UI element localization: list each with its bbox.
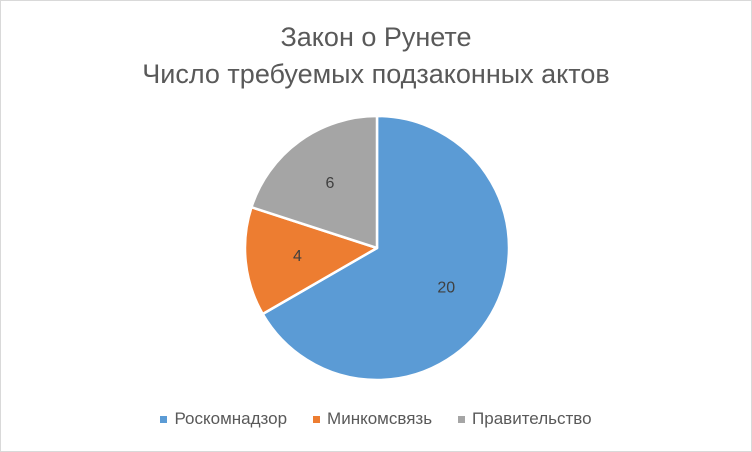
pie-slice-1[interactable] [261, 114, 511, 382]
legend-swatch-1 [160, 415, 168, 423]
pie-slice-3[interactable] [250, 114, 379, 250]
chart-title-block: Закон о Рунете Число требуемых подзаконн… [1, 19, 751, 93]
legend-label-1: Роскомнадзор [174, 409, 288, 428]
legend-item-3[interactable]: Правительство [458, 409, 592, 429]
legend-swatch-2 [313, 415, 321, 423]
pie-slice-2[interactable] [243, 205, 379, 316]
chart-subtitle: Число требуемых подзаконных актов [142, 59, 610, 89]
pie-slices [243, 114, 511, 382]
legend-label-3: Правительство [472, 409, 592, 428]
legend-label-2: Минкомсвязь [327, 409, 433, 428]
legend-item-2[interactable]: Минкомсвязь [313, 409, 432, 429]
legend-swatch-3 [458, 415, 466, 423]
data-label-3: 6 [326, 175, 335, 192]
data-label-1: 20 [437, 280, 455, 297]
data-label-2: 4 [293, 248, 302, 265]
legend: Роскомнадзор Минкомсвязь Правительство [1, 409, 751, 429]
legend-item-1[interactable]: Роскомнадзор [160, 409, 287, 429]
chart-title: Закон о Рунете [280, 22, 472, 52]
